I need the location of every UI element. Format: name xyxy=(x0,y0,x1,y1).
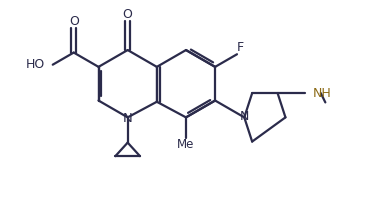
Text: N: N xyxy=(123,112,133,125)
Text: HO: HO xyxy=(26,58,45,71)
Text: O: O xyxy=(69,15,79,28)
Text: F: F xyxy=(237,41,244,54)
Text: N: N xyxy=(239,110,249,123)
Text: O: O xyxy=(123,8,133,21)
Text: Me: Me xyxy=(177,138,195,151)
Text: NH: NH xyxy=(313,87,332,100)
